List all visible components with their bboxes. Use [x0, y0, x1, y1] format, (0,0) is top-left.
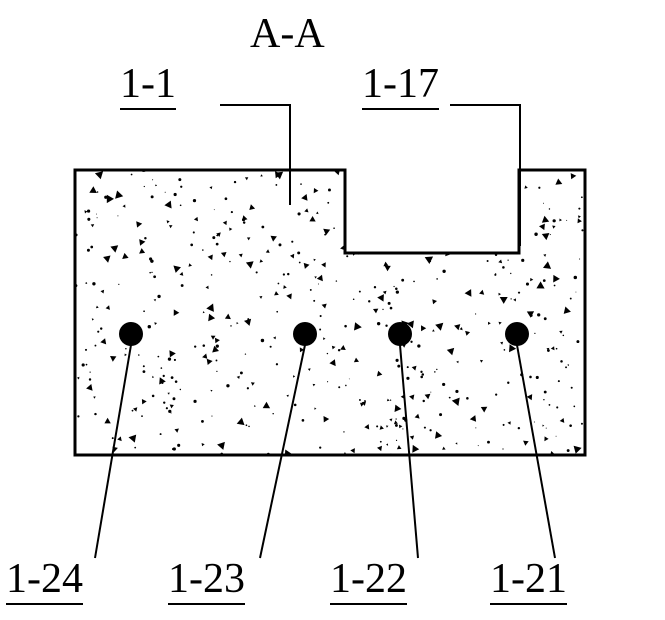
concrete-speckle: [74, 168, 585, 458]
cross-section-svg: [0, 0, 665, 620]
diagram-container: A-A 1-1 1-17 1-24 1-23 1-22 1-21: [0, 0, 665, 620]
